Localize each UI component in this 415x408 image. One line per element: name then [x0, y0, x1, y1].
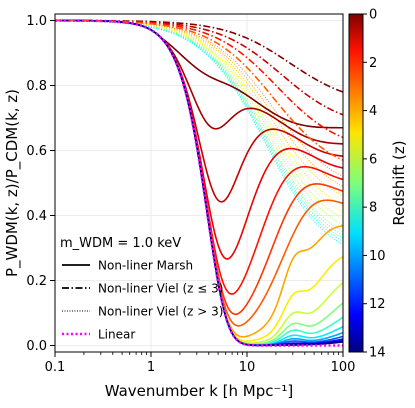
viel-high-z-curve	[55, 20, 343, 236]
viel-high-z-curve	[55, 20, 343, 233]
viel-high-z-curve	[55, 20, 343, 207]
viel-high-z-curve	[55, 20, 343, 197]
y-axis-label: P_WDM(k, z)/P_CDM(k, z)	[3, 89, 22, 277]
x-tick-label: 0.1	[45, 360, 66, 375]
legend-label: Non-liner Marsh	[98, 259, 193, 273]
plot-frame	[54, 13, 344, 353]
viel-high-z-curve	[55, 20, 343, 242]
y-axis: 0.0 0.2 0.4 0.6 0.8 1.0	[26, 14, 55, 354]
viel-low-z-curve	[55, 19, 343, 93]
colorbar-tick-label: 8	[369, 201, 377, 216]
linear-curve	[55, 19, 343, 347]
legend: m_WDM = 1.0 keV Non-liner Marsh Non-liner…	[60, 236, 223, 342]
colorbar-tick-label: 10	[369, 249, 386, 264]
viel-low-z-curve	[55, 19, 343, 139]
viel-high-z-curve	[55, 20, 343, 220]
x-tick-label: 100	[331, 360, 356, 375]
colorbar-tick-label: 12	[369, 297, 386, 312]
colorbar-tick-label: 4	[369, 104, 377, 119]
y-tick-label: 0.0	[26, 339, 47, 354]
colorbar-label: Redshift (z)	[390, 140, 408, 225]
y-tick-label: 0.8	[26, 79, 47, 94]
legend-label: Non-liner Viel (z ≤ 3)	[98, 282, 223, 296]
colorbar: 0 2 4 6 8 10 12 14 Redshift (z)	[348, 8, 408, 361]
x-axis: 0.1 1 10 100	[45, 352, 356, 375]
viel-high-z-curve	[55, 20, 343, 239]
colorbar-tick-label: 6	[369, 152, 377, 167]
marsh-curve	[55, 19, 343, 327]
grid	[54, 14, 344, 352]
colorbar-ticks: 0 2 4 6 8 10 12 14	[363, 8, 386, 361]
x-tick-label: 10	[239, 360, 256, 375]
colorbar-tick-label: 14	[369, 346, 386, 361]
colorbar-tick-label: 0	[369, 8, 377, 23]
legend-title: m_WDM = 1.0 keV	[60, 236, 181, 251]
curves	[55, 19, 343, 347]
viel-high-z-curve	[55, 20, 343, 187]
viel-high-z-curve	[55, 20, 343, 246]
viel-low-z-curve	[55, 19, 343, 161]
x-tick-label: 1	[147, 360, 155, 375]
colorbar-gradient	[348, 13, 364, 353]
viel-high-z-curve	[55, 20, 343, 226]
y-tick-label: 0.2	[26, 274, 47, 289]
viel-high-z-curve	[55, 20, 343, 177]
x-axis-label: Wavenumber k [h Mpc⁻¹]	[105, 382, 294, 400]
y-tick-label: 0.6	[26, 144, 47, 159]
legend-label: Linear	[98, 328, 135, 342]
y-tick-label: 0.4	[26, 209, 47, 224]
viel-low-z-curve	[55, 19, 343, 116]
legend-label: Non-liner Viel (z > 3)	[98, 305, 223, 319]
viel-high-z-curve	[55, 20, 343, 213]
y-tick-label: 1.0	[26, 14, 47, 29]
colorbar-tick-label: 2	[369, 56, 377, 71]
